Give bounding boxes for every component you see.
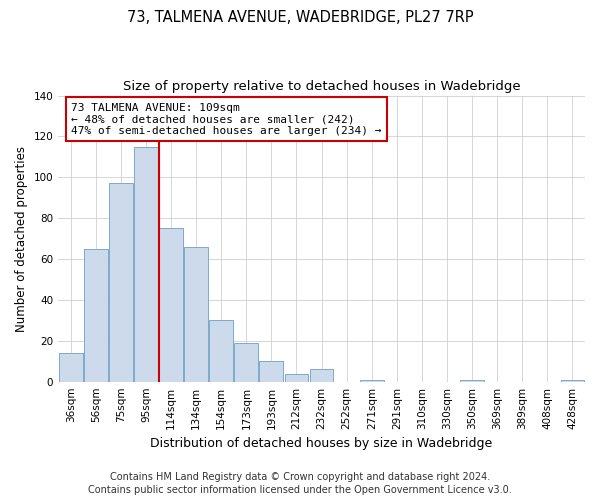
- Bar: [284, 374, 308, 382]
- Bar: [259, 361, 283, 382]
- Bar: [209, 320, 233, 382]
- Text: 73 TALMENA AVENUE: 109sqm
← 48% of detached houses are smaller (242)
47% of semi: 73 TALMENA AVENUE: 109sqm ← 48% of detac…: [71, 102, 382, 136]
- Text: Contains HM Land Registry data © Crown copyright and database right 2024.
Contai: Contains HM Land Registry data © Crown c…: [88, 472, 512, 495]
- Bar: [560, 380, 584, 382]
- Text: 73, TALMENA AVENUE, WADEBRIDGE, PL27 7RP: 73, TALMENA AVENUE, WADEBRIDGE, PL27 7RP: [127, 10, 473, 25]
- Bar: [59, 353, 83, 382]
- Bar: [460, 380, 484, 382]
- Bar: [360, 380, 383, 382]
- Y-axis label: Number of detached properties: Number of detached properties: [15, 146, 28, 332]
- Bar: [109, 184, 133, 382]
- Title: Size of property relative to detached houses in Wadebridge: Size of property relative to detached ho…: [123, 80, 520, 93]
- Bar: [235, 343, 258, 382]
- Bar: [84, 249, 108, 382]
- X-axis label: Distribution of detached houses by size in Wadebridge: Distribution of detached houses by size …: [151, 437, 493, 450]
- Bar: [310, 370, 334, 382]
- Bar: [159, 228, 183, 382]
- Bar: [134, 146, 158, 382]
- Bar: [184, 247, 208, 382]
